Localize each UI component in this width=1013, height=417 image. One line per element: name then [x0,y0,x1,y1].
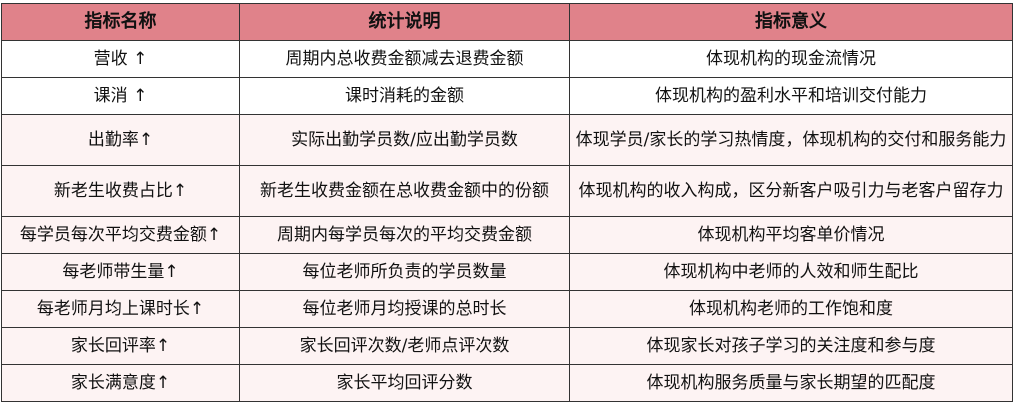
table-row: 课消 ↑ 课时消耗的金额 体现机构的盈利水平和培训交付能力 [1,77,1013,115]
metric-description: 每位老师所负责的学员数量 [239,253,570,291]
metrics-table: 指标名称 统计说明 指标意义 营收 ↑ 周期内总收费金额减去退费金额 体现机构的现金… [1,3,1013,402]
metric-description: 家长回评次数/老师点评次数 [239,327,570,365]
table-row: 每老师月均上课时长↑ 每位老师月均授课的总时长 体现机构老师的工作饱和度 [1,290,1013,328]
metric-name: 家长满意度↑ [1,364,240,402]
metric-description: 课时消耗的金额 [239,77,570,115]
metric-meaning: 体现学员/家长的学习热情度，体现机构的交付和服务能力 [569,114,1013,166]
header-description: 统计说明 [239,3,570,41]
metric-meaning: 体现机构老师的工作饱和度 [569,290,1013,328]
metric-description: 新老生收费金额在总收费金额中的份额 [239,165,570,217]
table-row: 家长满意度↑ 家长平均回评分数 体现机构服务质量与家长期望的匹配度 [1,364,1013,402]
metric-description: 实际出勤学员数/应出勤学员数 [239,114,570,166]
metric-name: 出勤率↑ [1,114,240,166]
metric-name: 每老师月均上课时长↑ [1,290,240,328]
table-row: 家长回评率↑ 家长回评次数/老师点评次数 体现家长对孩子学习的关注度和参与度 [1,327,1013,365]
metric-name: 每老师带生量↑ [1,253,240,291]
metric-meaning: 体现机构的收入构成，区分新客户吸引力与老客户留存力 [569,165,1013,217]
metric-meaning: 体现机构的现金流情况 [569,40,1013,78]
metric-meaning: 体现家长对孩子学习的关注度和参与度 [569,327,1013,365]
table-row: 每老师带生量↑ 每位老师所负责的学员数量 体现机构中老师的人效和师生配比 [1,253,1013,291]
metric-description: 周期内每学员每次的平均交费金额 [239,216,570,254]
metric-description: 每位老师月均授课的总时长 [239,290,570,328]
metric-name: 新老生收费占比↑ [1,165,240,217]
header-meaning: 指标意义 [569,3,1013,41]
table-row: 营收 ↑ 周期内总收费金额减去退费金额 体现机构的现金流情况 [1,40,1013,78]
metric-name: 课消 ↑ [1,77,240,115]
table-row: 新老生收费占比↑ 新老生收费金额在总收费金额中的份额 体现机构的收入构成，区分新客户… [1,165,1013,217]
header-metric-name: 指标名称 [1,3,240,41]
metric-meaning: 体现机构平均客单价情况 [569,216,1013,254]
metric-meaning: 体现机构服务质量与家长期望的匹配度 [569,364,1013,402]
metric-name: 营收 ↑ [1,40,240,78]
metric-meaning: 体现机构中老师的人效和师生配比 [569,253,1013,291]
table-row: 每学员每次平均交费金额↑ 周期内每学员每次的平均交费金额 体现机构平均客单价情况 [1,216,1013,254]
metric-name: 每学员每次平均交费金额↑ [1,216,240,254]
table-row: 出勤率↑ 实际出勤学员数/应出勤学员数 体现学员/家长的学习热情度，体现机构的交付和… [1,114,1013,166]
metric-description: 周期内总收费金额减去退费金额 [239,40,570,78]
metric-name: 家长回评率↑ [1,327,240,365]
table-header-row: 指标名称 统计说明 指标意义 [1,3,1013,41]
metric-description: 家长平均回评分数 [239,364,570,402]
metric-meaning: 体现机构的盈利水平和培训交付能力 [569,77,1013,115]
